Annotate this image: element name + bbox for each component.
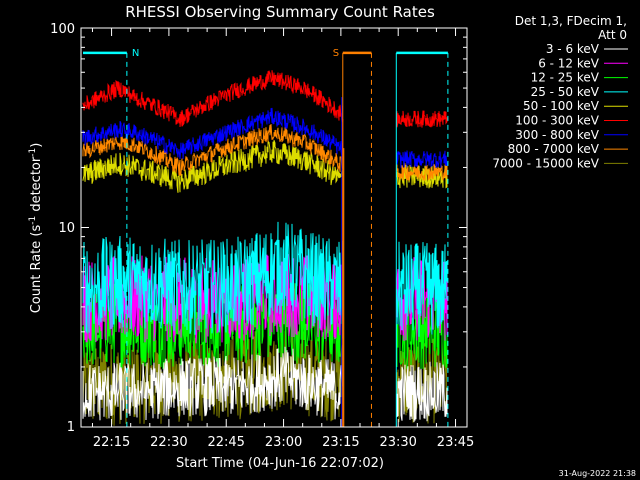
series-line <box>82 123 343 176</box>
series-line <box>396 110 448 128</box>
legend-entry-label: 12 - 25 keV <box>531 71 600 85</box>
legend-entry-label: 800 - 7000 keV <box>508 142 600 156</box>
tick-layer <box>81 28 467 428</box>
y-axis-title-part: Count Rate (s <box>29 225 44 314</box>
legend-entry-label: 7000 - 15000 keV <box>492 156 599 170</box>
legend-header-line-2: Att 0 <box>598 28 627 42</box>
series-line <box>396 150 448 168</box>
x-tick-label: 23:30 <box>379 435 416 450</box>
series-line <box>396 285 448 370</box>
x-tick-label: 22:30 <box>150 435 187 450</box>
series-line <box>396 241 448 337</box>
x-tick-label: 22:45 <box>207 435 244 450</box>
legend-entry-label: 100 - 300 keV <box>515 114 599 128</box>
legend-entry-label: 3 - 6 keV <box>546 42 600 56</box>
series-line <box>82 327 343 426</box>
series-line <box>396 361 448 423</box>
y-tick-label: 100 <box>50 22 75 37</box>
y-axis-title: Count Rate (s-1 detector-1) <box>28 143 44 314</box>
y-tick-label: 1 <box>67 420 75 435</box>
chart-title: RHESSI Observing Summary Count Rates <box>125 3 435 21</box>
series-line <box>82 70 343 128</box>
series-line <box>396 163 448 181</box>
x-tick-label: 23:00 <box>265 435 302 450</box>
y-axis-title-sup: -1 <box>28 216 38 225</box>
saa-label: S <box>333 48 339 59</box>
series-line <box>82 346 343 421</box>
x-axis-title: Start Time (04-Jun-16 22:07:02) <box>176 456 384 471</box>
series-line <box>82 107 343 160</box>
legend-entry-label: 25 - 50 keV <box>531 85 600 99</box>
legend-entry-label: 50 - 100 keV <box>523 99 600 113</box>
series-line <box>396 164 448 189</box>
night-label: N <box>132 48 139 59</box>
x-tick-labels: 22:15 22:30 22:45 23:00 23:15 23:30 23:45 <box>93 435 474 450</box>
y-axis-title-part: detector <box>29 156 44 216</box>
legend-entry-label: 300 - 800 keV <box>515 128 599 142</box>
legend-entry-label: 6 - 12 keV <box>538 56 600 70</box>
legend-header-line-1: Det 1,3, FDecim 1, <box>515 14 627 28</box>
footer-timestamp: 31-Aug-2022 21:38 <box>559 469 636 478</box>
y-axis-title-part: ) <box>29 143 44 148</box>
y-axis-title-sup: -1 <box>28 148 38 157</box>
x-tick-label: 23:15 <box>322 435 359 450</box>
x-tick-label: 23:45 <box>437 435 474 450</box>
series-line <box>82 221 343 335</box>
y-tick-label: 10 <box>58 221 75 236</box>
x-tick-label: 22:15 <box>93 435 130 450</box>
